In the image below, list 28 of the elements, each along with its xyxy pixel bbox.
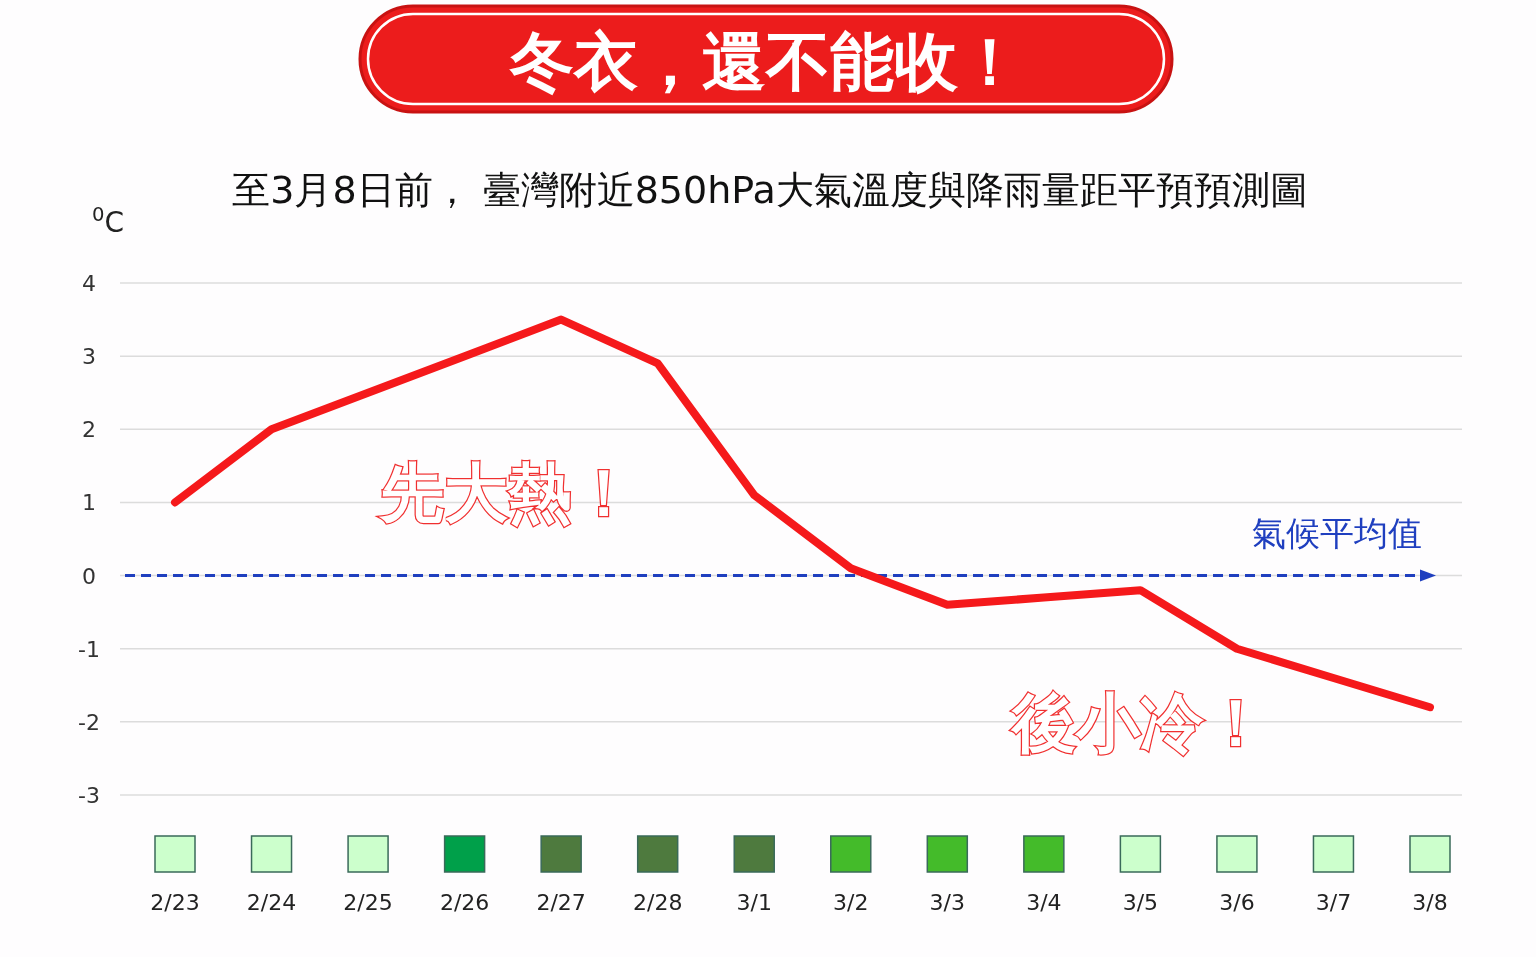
x-tick-label: 3/4 — [1026, 890, 1062, 915]
y-tick-label: 0 — [82, 563, 96, 589]
annotation: 後小冷！ — [1010, 686, 1268, 760]
y-tick-label: 3 — [82, 344, 96, 370]
x-tick-label: 3/5 — [1122, 890, 1159, 915]
y-tick-label: -1 — [78, 636, 100, 662]
y-tick-label: 1 — [82, 490, 96, 516]
y-tick-label: 4 — [82, 271, 96, 296]
x-tick-label: 2/24 — [246, 890, 297, 915]
x-tick-label: 3/8 — [1412, 890, 1448, 915]
chart-title: 冬衣，還不能收！ — [509, 25, 1022, 99]
x-tick-label: 2/25 — [343, 890, 393, 915]
y-tick-label: -3 — [78, 783, 100, 808]
y-tick-label: -2 — [78, 709, 100, 735]
x-tick-label: 3/2 — [833, 890, 869, 915]
x-tick-label: 2/26 — [439, 890, 490, 915]
x-tick-label: 2/23 — [150, 890, 200, 915]
x-tick-label: 3/1 — [736, 890, 772, 915]
x-tick-label: 2/28 — [632, 890, 683, 915]
x-tick-label: 3/3 — [929, 890, 966, 915]
x-tick-label: 3/7 — [1315, 890, 1352, 915]
x-tick-label: 2/27 — [536, 890, 586, 915]
chart-subtitle: 至3月8日前， 臺灣附近850hPa大氣溫度與降雨量距平預預測圖 — [232, 168, 1308, 212]
x-tick-label: 3/6 — [1219, 890, 1255, 915]
ref-line-label: 氣候平均值 — [1252, 512, 1422, 553]
y-axis-title: $^{0}$C — [92, 202, 125, 239]
y-tick-label: 2 — [82, 417, 96, 443]
annotation: 先大熱！ — [378, 456, 636, 530]
